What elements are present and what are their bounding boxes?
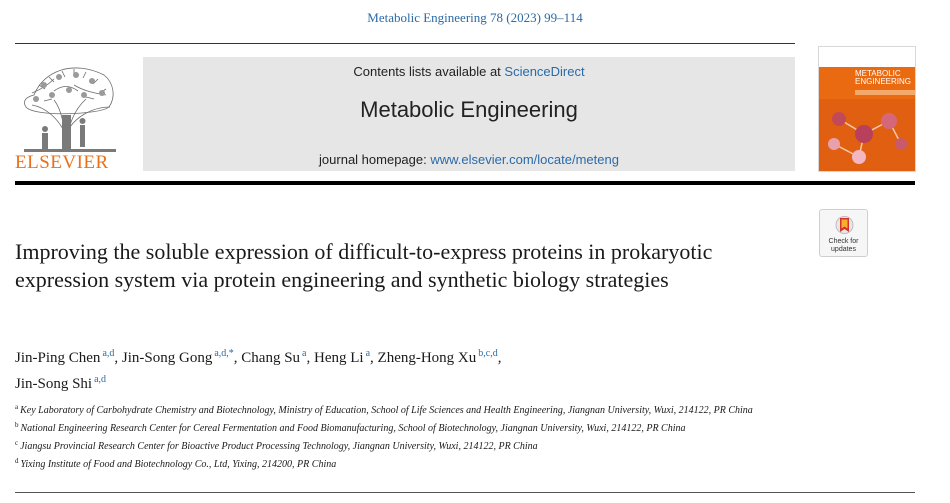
check-updates-icon bbox=[835, 216, 854, 234]
contents-available-line: Contents lists available at ScienceDirec… bbox=[143, 64, 795, 79]
cover-subtitle-band bbox=[855, 90, 915, 95]
article-title: Improving the soluble expression of diff… bbox=[15, 239, 713, 292]
journal-homepage-link[interactable]: www.elsevier.com/locate/meteng bbox=[430, 152, 619, 167]
header-rule bbox=[15, 43, 795, 44]
cover-title: METABOLIC ENGINEERING bbox=[855, 69, 912, 86]
author[interactable]: Heng Li a, bbox=[314, 348, 378, 366]
journal-header-box: Contents lists available at ScienceDirec… bbox=[143, 57, 795, 171]
author[interactable]: Zheng-Hong Xu b,c,d, bbox=[377, 348, 502, 366]
journal-name: Metabolic Engineering bbox=[360, 97, 578, 122]
header-thick-rule bbox=[15, 181, 915, 185]
author-list: Jin-Ping Chen a,d, Jin-Song Gong a,d,*, Ch… bbox=[15, 343, 775, 395]
journal-cover-thumbnail[interactable]: METABOLIC ENGINEERING bbox=[818, 46, 916, 172]
affiliation-list: a Key Laboratory of Carbohydrate Chemistr… bbox=[15, 400, 815, 472]
journal-citation[interactable]: Metabolic Engineering 78 (2023) 99–114 bbox=[367, 10, 583, 25]
affiliation-item: c Jiangsu Provincial Research Center for … bbox=[15, 439, 538, 452]
elsevier-tree-logo bbox=[24, 67, 116, 152]
contents-prefix: Contents lists available at bbox=[353, 64, 505, 79]
cover-molecule-image bbox=[819, 99, 915, 171]
homepage-prefix: journal homepage: bbox=[319, 152, 431, 167]
author[interactable]: Jin-Song Gong a,d,*, bbox=[121, 348, 242, 366]
check-updates-label: Check for updates bbox=[828, 238, 859, 253]
sciencedirect-link[interactable]: ScienceDirect bbox=[504, 64, 585, 79]
author[interactable]: Jin-Ping Chen a,d, bbox=[15, 348, 122, 366]
elsevier-wordmark: ELSEVIER bbox=[15, 152, 109, 173]
affiliation-item: b National Engineering Research Center fo… bbox=[15, 421, 686, 434]
check-for-updates-button[interactable]: Check for updates bbox=[819, 209, 868, 257]
cover-top-strip bbox=[819, 47, 915, 67]
author[interactable]: Chang Su a, bbox=[241, 348, 314, 366]
affiliation-item: d Yixing Institute of Food and Biotechnol… bbox=[15, 457, 337, 470]
journal-homepage-line: journal homepage: www.elsevier.com/locat… bbox=[143, 152, 795, 167]
section-rule bbox=[15, 492, 915, 493]
author[interactable]: Jin-Song Shi a,d bbox=[15, 374, 107, 392]
affiliation-item: a Key Laboratory of Carbohydrate Chemistr… bbox=[15, 403, 753, 416]
